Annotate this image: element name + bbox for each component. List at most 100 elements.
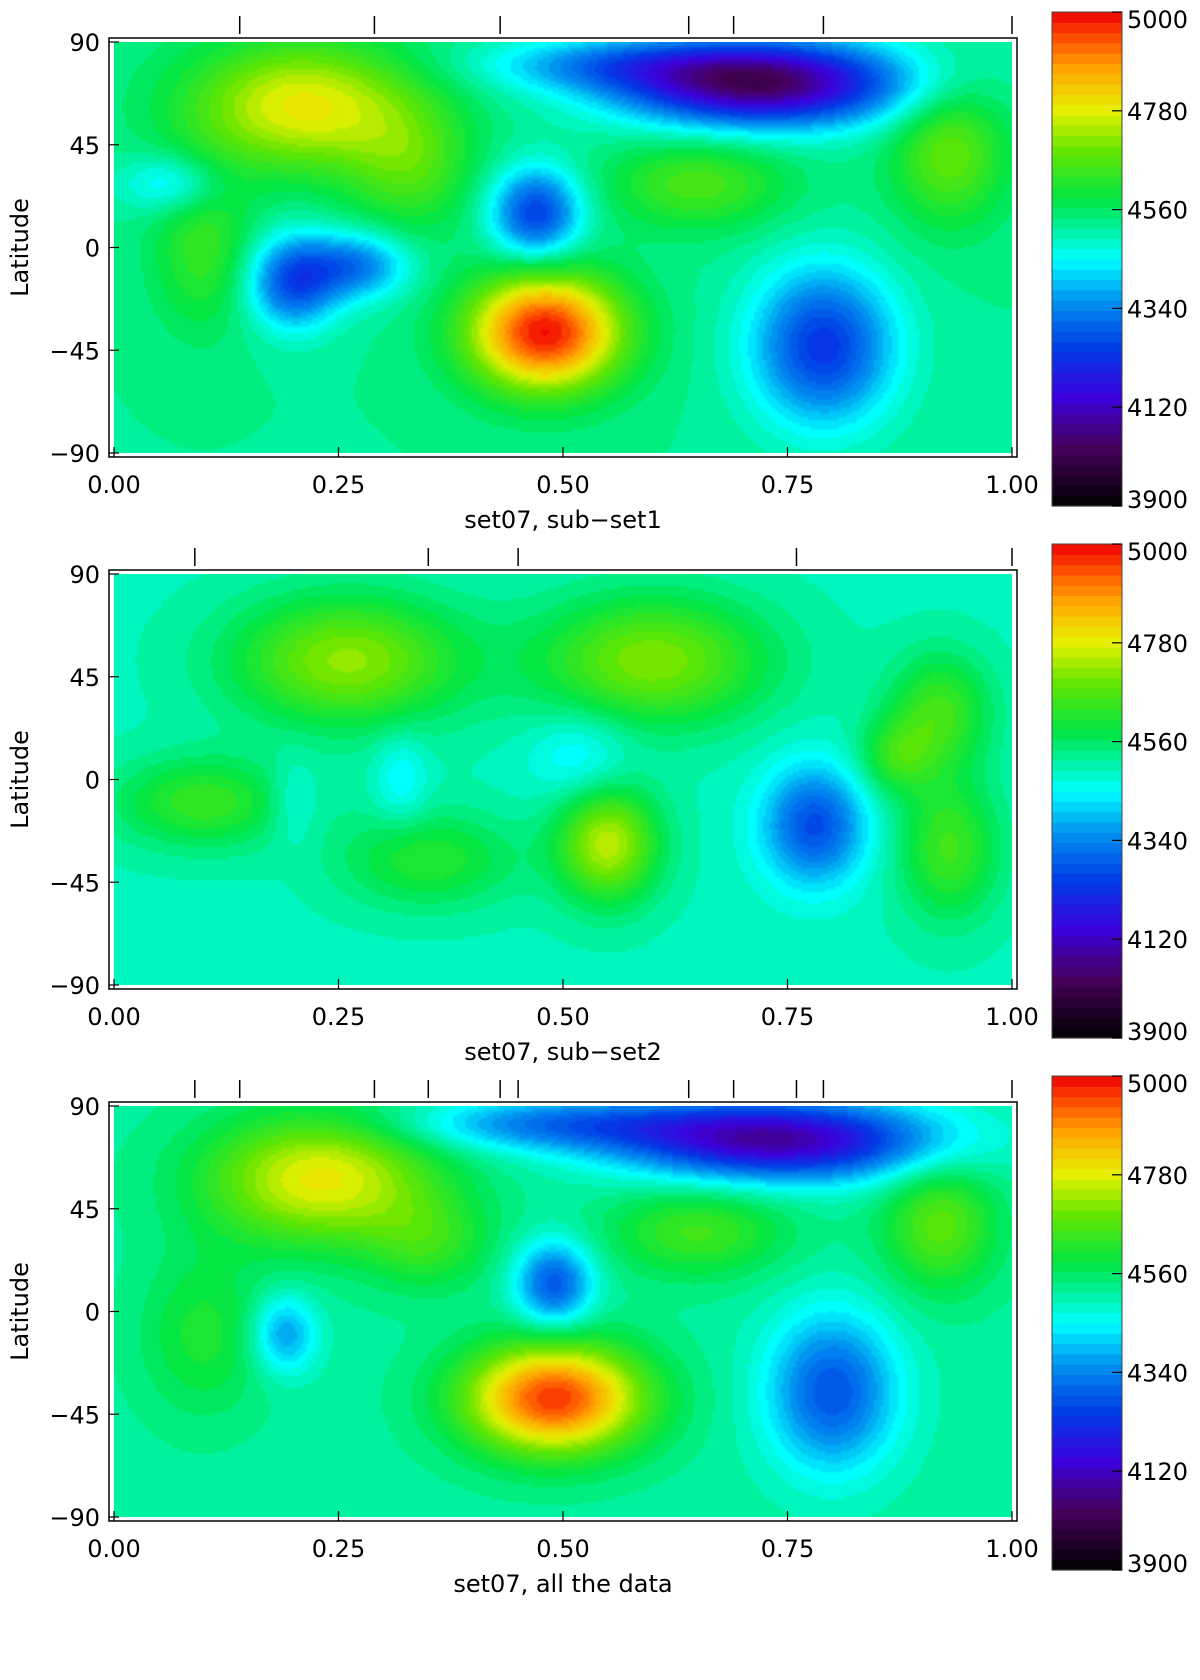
x-tick-label: 1.00 bbox=[985, 471, 1038, 499]
heatmap-field bbox=[114, 42, 1012, 453]
colorbar-segment bbox=[1052, 729, 1122, 741]
colorbar-label: 5000 bbox=[1127, 1070, 1188, 1098]
colorbar-segment bbox=[1052, 760, 1122, 772]
colorbar-label: 4120 bbox=[1127, 926, 1188, 954]
heatmap-field bbox=[114, 574, 1012, 985]
colorbar-segment bbox=[1052, 1333, 1122, 1345]
colorbar-segment bbox=[1052, 1220, 1122, 1231]
x-tick-label: 0.25 bbox=[312, 1535, 365, 1563]
colorbar-label: 4780 bbox=[1127, 1162, 1188, 1190]
x-tick-label: 0.50 bbox=[536, 471, 589, 499]
colorbar-segment bbox=[1052, 1096, 1122, 1108]
chart-panel-2: 0.00 0.25 0.50 0.75 1.00 90 45 0 −45 −90 set07, su… bbox=[6, 538, 1188, 1066]
colorbar-segment bbox=[1052, 73, 1122, 85]
x-tick-label: 0.50 bbox=[536, 1003, 589, 1031]
colorbar-segment bbox=[1052, 976, 1122, 988]
colorbar-segment bbox=[1052, 485, 1122, 497]
colorbar-segment bbox=[1052, 1086, 1122, 1098]
colorbar-label: 5000 bbox=[1127, 6, 1188, 34]
colorbar-segment bbox=[1052, 207, 1122, 219]
colorbar-segment bbox=[1052, 53, 1122, 65]
chart-panel-1: 0.00 0.25 0.50 0.75 1.00 90 45 0 −45 −90 set07, su… bbox=[6, 6, 1188, 534]
colorbar-segment bbox=[1052, 842, 1122, 854]
colorbar-segment bbox=[1052, 1559, 1122, 1571]
x-tick-label: 0.75 bbox=[761, 1535, 814, 1563]
colorbar-label: 4560 bbox=[1127, 1261, 1188, 1289]
colorbar-segment bbox=[1052, 114, 1122, 126]
colorbar-segment bbox=[1052, 780, 1122, 792]
colorbar-segment bbox=[1052, 585, 1122, 597]
colorbar-segment bbox=[1052, 104, 1122, 116]
colorbar-segment bbox=[1052, 1374, 1122, 1386]
colorbar-segment bbox=[1052, 1281, 1122, 1293]
colorbar-segment bbox=[1052, 63, 1122, 75]
colorbar-segment bbox=[1052, 228, 1122, 240]
colorbar-segment bbox=[1052, 176, 1122, 188]
x-tick-label: 0.25 bbox=[312, 1003, 365, 1031]
colorbar-segment bbox=[1052, 135, 1122, 147]
colorbar-segment bbox=[1052, 403, 1122, 414]
y-tick-label: 90 bbox=[69, 29, 100, 57]
colorbar-segment bbox=[1052, 1343, 1122, 1355]
colorbar-segment bbox=[1052, 454, 1122, 466]
x-tick-label: 0.00 bbox=[87, 1003, 140, 1031]
x-tick-label: 0.75 bbox=[761, 471, 814, 499]
colorbar-segment bbox=[1052, 893, 1122, 905]
colorbar-segment bbox=[1052, 1117, 1122, 1129]
colorbar-segment bbox=[1052, 626, 1122, 638]
colorbar-segment bbox=[1052, 310, 1122, 322]
colorbar-segment bbox=[1052, 186, 1122, 198]
colorbar-segment bbox=[1052, 1446, 1122, 1458]
colorbar-segment bbox=[1052, 1528, 1122, 1540]
colorbar-segment bbox=[1052, 1168, 1122, 1180]
colorbar-label: 4120 bbox=[1127, 1458, 1188, 1486]
colorbar-segment bbox=[1052, 904, 1122, 916]
colorbar-segment bbox=[1052, 166, 1122, 178]
colorbar-segment bbox=[1052, 1292, 1122, 1304]
colorbar-segment bbox=[1052, 423, 1122, 435]
colorbar-segment bbox=[1052, 718, 1122, 730]
colorbar-segment bbox=[1052, 945, 1122, 957]
y-tick-label: −45 bbox=[49, 1401, 100, 1429]
colorbar-segment bbox=[1052, 495, 1122, 507]
colorbar-segment bbox=[1052, 1209, 1122, 1221]
colorbar-segment bbox=[1052, 32, 1122, 44]
colorbar-segment bbox=[1052, 698, 1122, 710]
colorbar-segment bbox=[1052, 667, 1122, 679]
heatmap-field bbox=[114, 1106, 1012, 1517]
colorbar-segment bbox=[1052, 433, 1122, 445]
colorbar-segment bbox=[1052, 1323, 1122, 1334]
colorbar-segment bbox=[1052, 1312, 1122, 1324]
colorbar-segment bbox=[1052, 331, 1122, 342]
colorbar-segment bbox=[1052, 1189, 1122, 1201]
colorbar-segment bbox=[1052, 996, 1122, 1008]
colorbar-segment bbox=[1052, 1250, 1122, 1262]
colorbar-segment bbox=[1052, 259, 1122, 270]
colorbar-segment bbox=[1052, 1508, 1122, 1520]
colorbar-segment bbox=[1052, 1425, 1122, 1437]
colorbar-segment bbox=[1052, 361, 1122, 373]
colorbar-segment bbox=[1052, 197, 1122, 209]
y-tick-label: 0 bbox=[85, 235, 100, 263]
colorbar-segment bbox=[1052, 873, 1122, 885]
colorbar-segment bbox=[1052, 791, 1122, 802]
colorbar-segment bbox=[1052, 1261, 1122, 1273]
colorbar-segment bbox=[1052, 1384, 1122, 1396]
colorbar-segment bbox=[1052, 1271, 1122, 1283]
colorbar-segment bbox=[1052, 320, 1122, 332]
colorbar-segment bbox=[1052, 444, 1122, 456]
x-axis-label: set07, sub−set2 bbox=[464, 1038, 661, 1066]
chart-panel-3: 0.00 0.25 0.50 0.75 1.00 90 45 0 −45 −90 set07, al… bbox=[6, 1070, 1188, 1598]
colorbar-segment bbox=[1052, 351, 1122, 363]
colorbar-segment bbox=[1052, 883, 1122, 895]
colorbar-segment bbox=[1052, 801, 1122, 813]
colorbar-segment bbox=[1052, 238, 1122, 250]
colorbar-label: 4340 bbox=[1127, 827, 1188, 855]
colorbar-segment bbox=[1052, 341, 1122, 353]
colorbar-segment bbox=[1052, 739, 1122, 751]
colorbar-segment bbox=[1052, 1027, 1122, 1039]
y-tick-label: −45 bbox=[49, 869, 100, 897]
colorbar-segment bbox=[1052, 914, 1122, 926]
colorbar-segment bbox=[1052, 125, 1122, 137]
colorbar-segment bbox=[1052, 1477, 1122, 1489]
